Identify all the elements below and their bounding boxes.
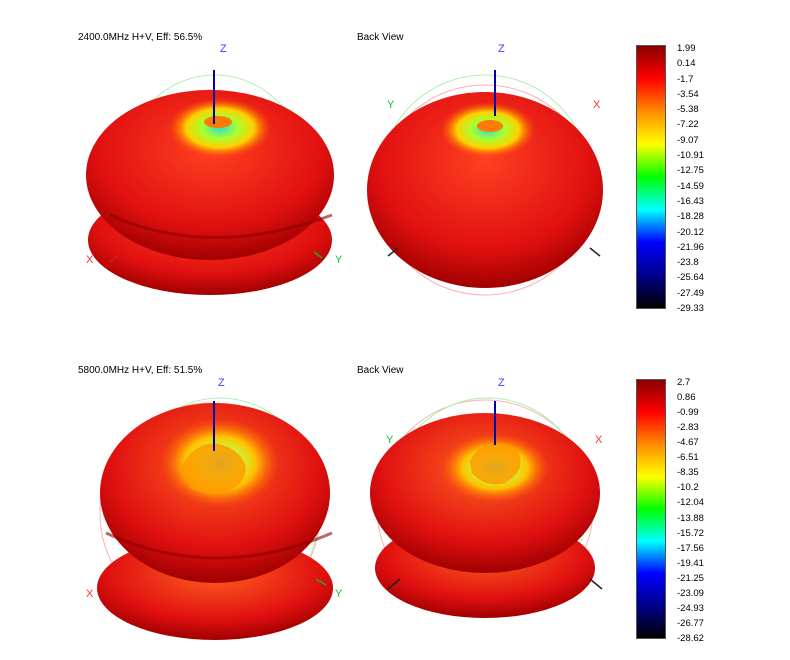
radiation-pattern-back-5800: Z Y X — [370, 377, 603, 618]
x-axis-label: X — [595, 434, 603, 446]
z-axis-label: Z — [218, 377, 225, 389]
radiation-pattern-back-2400: Z Y X — [367, 43, 603, 296]
radiation-pattern-front-5800: Z X Y — [86, 377, 343, 640]
colorbar-ticks-5800: 2.7 0.86 -0.99 -2.83 -4.67 -6.51 -8.35 -10.2 -12… — [677, 378, 737, 644]
colorbar-2400 — [636, 45, 666, 309]
back-view-label-2400: Back View — [357, 32, 404, 43]
colorbar-tick-label: -12.04 — [677, 497, 704, 509]
plot-title-2400: 2400.0MHz H+V, Eff: 56.5% — [78, 32, 203, 43]
colorbar-tick-label: -25.64 — [677, 272, 704, 284]
lobe-main — [367, 92, 603, 288]
colorbar-tick-label: -21.25 — [677, 572, 704, 584]
colorbar-tick-label: -0.99 — [677, 407, 699, 419]
colorbar-tick-label: -3.54 — [677, 88, 699, 100]
colorbar-tick-label: 2.7 — [677, 377, 691, 388]
y-axis-label: Y — [386, 434, 394, 446]
colorbar-tick-label: -9.07 — [677, 134, 699, 146]
colorbar-tick-label: -28.62 — [677, 633, 704, 644]
colorbar-tick-label: -29.33 — [677, 303, 704, 314]
colorbar-tick-label: -24.93 — [677, 602, 704, 614]
x-axis-label: X — [86, 254, 94, 266]
colorbar-tick-label: -7.22 — [677, 119, 699, 131]
colorbar-tick-label: -12.75 — [677, 165, 704, 177]
colorbar-ticks-2400: 1.99 0.14 -1.7 -3.54 -5.38 -7.22 -9.07 -10.91 -1… — [677, 44, 737, 314]
z-axis-label: Z — [498, 43, 505, 55]
colorbar-tick-label: -10.2 — [677, 482, 699, 494]
z-axis-label: Z — [220, 43, 227, 55]
null-region — [168, 98, 272, 158]
z-axis-label: Z — [498, 377, 505, 389]
colorbar-tick-label: -14.59 — [677, 180, 704, 192]
colorbar-tick-label: -27.49 — [677, 287, 704, 299]
colorbar-tick-label: -21.96 — [677, 241, 704, 253]
x-axis-label: X — [593, 99, 601, 111]
colorbar-tick-label: -4.67 — [677, 437, 699, 449]
lobe-upper — [86, 90, 334, 260]
colorbar-tick-label: -23.09 — [677, 587, 704, 599]
x-axis-label: X — [86, 588, 94, 600]
colorbar-tick-label: 1.99 — [677, 43, 696, 54]
y-axis-label: Y — [335, 588, 343, 600]
radiation-pattern-front-2400: Z X Y — [86, 43, 343, 295]
colorbar-tick-label: -6.51 — [677, 452, 699, 464]
y-axis-label: Y — [387, 99, 395, 111]
back-view-label-5800: Back View — [357, 365, 404, 376]
colorbar-tick-label: -1.7 — [677, 73, 694, 85]
colorbar-tick-label: -19.41 — [677, 557, 704, 569]
colorbar-tick-label: 0.86 — [677, 392, 696, 404]
colorbar-tick-label: -18.28 — [677, 211, 704, 223]
colorbar-tick-label: 0.14 — [677, 58, 696, 70]
colorbar-tick-label: -15.72 — [677, 527, 704, 539]
colorbar-tick-label: -17.56 — [677, 542, 704, 554]
colorbar-tick-label: -20.12 — [677, 226, 704, 238]
colorbar-tick-label: -10.91 — [677, 150, 704, 162]
colorbar-tick-label: -13.88 — [677, 512, 704, 524]
colorbar-tick-label: -26.77 — [677, 617, 704, 629]
y-axis-label: Y — [335, 254, 343, 266]
colorbar-tick-label: -16.43 — [677, 195, 704, 207]
colorbar-tick-label: -5.38 — [677, 104, 699, 116]
colorbar-tick-label: -23.8 — [677, 257, 699, 269]
colorbar-5800 — [636, 379, 666, 639]
colorbar-tick-label: -2.83 — [677, 422, 699, 434]
colorbar-tick-label: -8.35 — [677, 467, 699, 479]
plot-title-5800: 5800.0MHz H+V, Eff: 51.5% — [78, 365, 203, 376]
